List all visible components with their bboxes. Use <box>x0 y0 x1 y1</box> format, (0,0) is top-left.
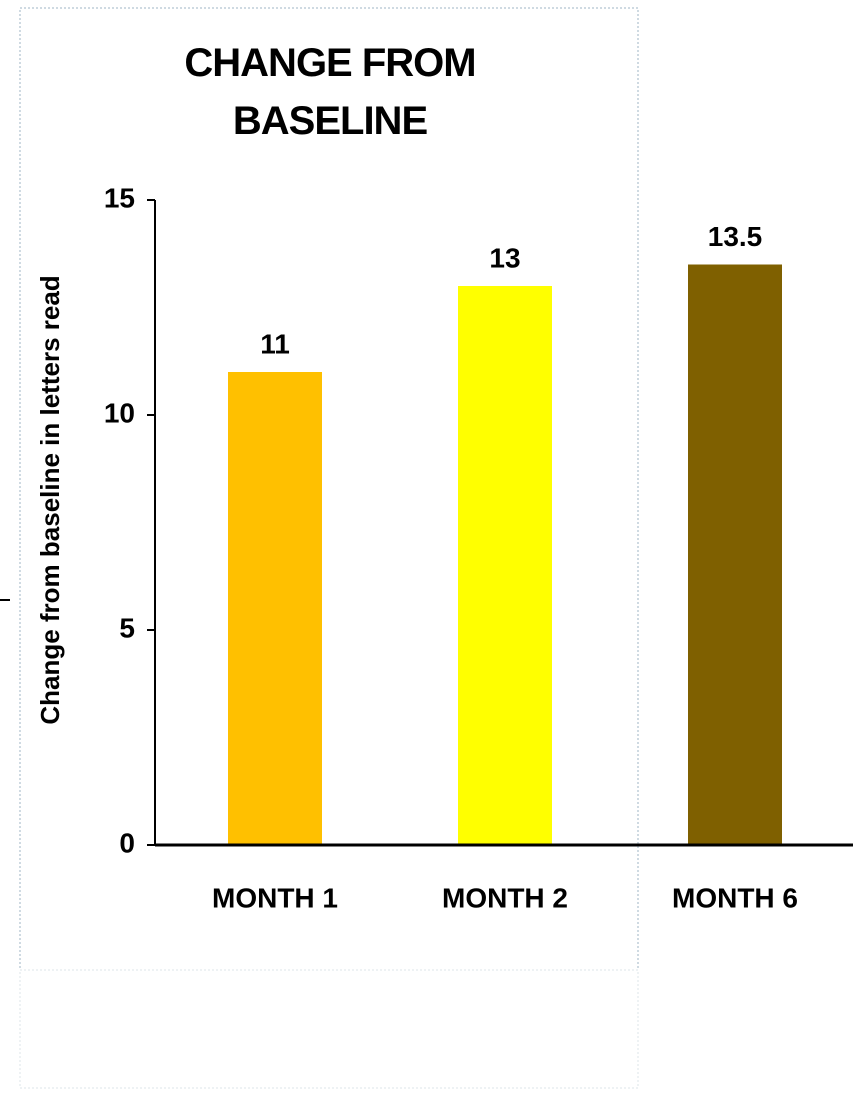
x-tick-label: MONTH 2 <box>442 882 568 913</box>
y-tick-label: 0 <box>119 827 135 858</box>
value-label: 11 <box>260 328 290 359</box>
value-label: 13 <box>489 242 520 273</box>
bar <box>228 372 322 845</box>
x-tick-label: MONTH 6 <box>672 882 798 913</box>
y-axis-label: Change from baseline in letters read <box>35 275 65 724</box>
y-tick-label: 10 <box>104 397 135 428</box>
bar <box>688 264 782 845</box>
y-tick-label: 5 <box>119 612 135 643</box>
x-tick-label: MONTH 1 <box>212 882 338 913</box>
bar <box>458 286 552 845</box>
value-label: 13.5 <box>708 221 763 252</box>
panel-border-lower <box>19 969 639 1089</box>
chart-title: CHANGE FROM BASELINE <box>184 41 476 143</box>
y-tick-label: 15 <box>104 182 135 213</box>
